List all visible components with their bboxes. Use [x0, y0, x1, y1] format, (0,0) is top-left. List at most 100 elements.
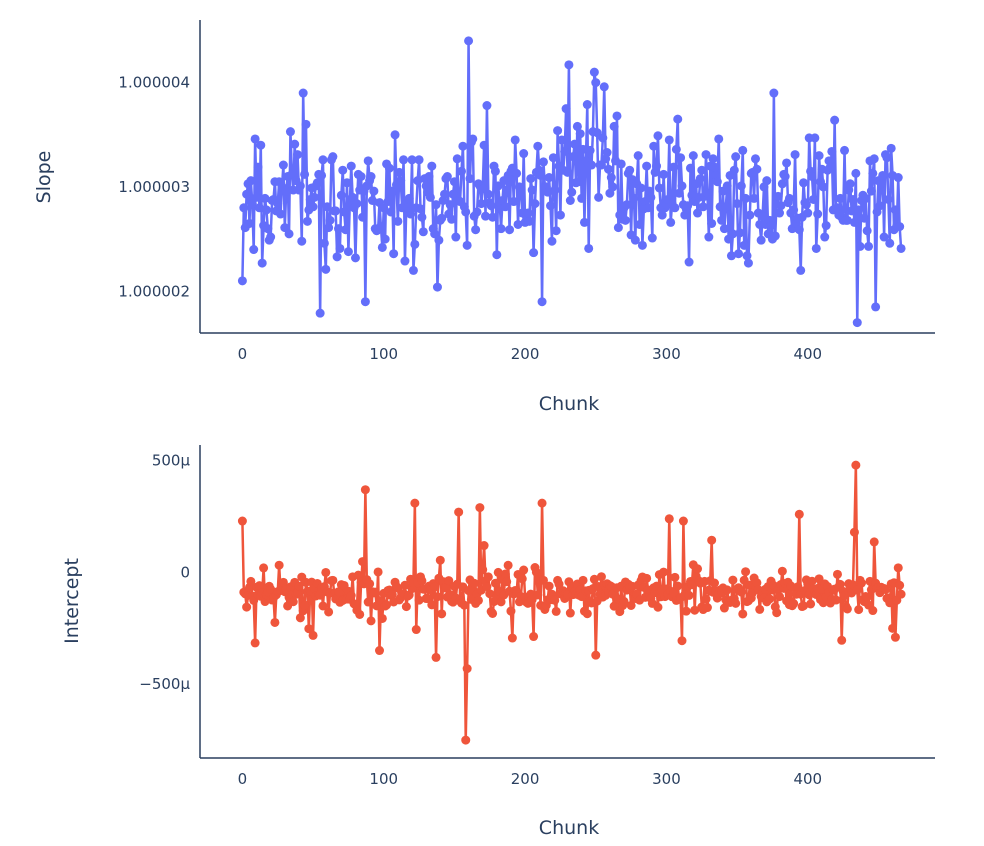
- slope-x-tick-label: 100: [369, 345, 398, 363]
- intercept-data-point: [589, 574, 599, 584]
- intercept-data-point: [673, 581, 683, 591]
- slope-data-point: [383, 197, 393, 207]
- slope-data-point: [608, 182, 618, 192]
- intercept-data-point: [401, 602, 411, 612]
- intercept-data-point: [304, 624, 314, 634]
- slope-data-point: [649, 141, 659, 151]
- slope-data-point: [523, 208, 533, 218]
- slope-data-point: [708, 154, 718, 164]
- slope-data-point: [861, 193, 871, 203]
- slope-data-point: [647, 233, 657, 243]
- slope-data-point: [343, 247, 353, 257]
- intercept-data-point: [537, 498, 547, 508]
- slope-data-point: [866, 186, 876, 196]
- intercept-data-point: [237, 516, 247, 526]
- slope-data-point: [297, 236, 307, 246]
- slope-data-point: [342, 178, 352, 188]
- intercept-data-point: [684, 590, 694, 600]
- intercept-data-point: [490, 578, 500, 588]
- slope-data-point: [377, 242, 387, 252]
- intercept-data-point: [493, 567, 503, 577]
- slope-data-point: [851, 168, 861, 178]
- intercept-data-point: [596, 572, 606, 582]
- slope-data-point: [257, 258, 267, 268]
- slope-data-point: [486, 201, 496, 211]
- intercept-data-point: [459, 600, 469, 610]
- slope-data-point: [731, 152, 741, 162]
- slope-data-point: [546, 201, 556, 211]
- intercept-data-point: [565, 608, 575, 618]
- intercept-data-point: [794, 509, 804, 519]
- slope-data-point: [527, 185, 537, 195]
- slope-data-point: [847, 206, 857, 216]
- slope-x-tick-label: 0: [238, 345, 248, 363]
- intercept-data-point: [363, 597, 373, 607]
- slope-x-tick-label: 400: [793, 345, 822, 363]
- intercept-data-point: [519, 565, 529, 575]
- slope-data-point: [849, 217, 859, 227]
- slope-data-point: [543, 187, 553, 197]
- intercept-data-point: [582, 609, 592, 619]
- slope-data-point: [547, 236, 557, 246]
- slope-data-point: [537, 297, 547, 307]
- slope-data-point: [417, 212, 427, 222]
- slope-data-point: [376, 222, 386, 232]
- slope-data-point: [352, 199, 362, 209]
- slope-data-point: [445, 200, 455, 210]
- intercept-data-point: [400, 580, 410, 590]
- intercept-data-point: [681, 606, 691, 616]
- slope-data-point: [328, 152, 338, 162]
- slope-data-point: [551, 226, 561, 236]
- slope-data-point: [254, 203, 264, 213]
- slope-data-point: [325, 215, 335, 225]
- slope-data-point: [434, 235, 444, 245]
- slope-data-point: [862, 226, 872, 236]
- slope-chart: 1.000002 1.000003 1.000004 0 100 200 300 400 S…: [33, 20, 935, 415]
- intercept-data-point: [849, 527, 859, 537]
- slope-data-point: [750, 154, 760, 164]
- slope-data-point: [637, 240, 647, 250]
- slope-data-point: [418, 227, 428, 237]
- slope-data-point: [878, 170, 888, 180]
- slope-x-axis-title: Chunk: [539, 393, 599, 415]
- intercept-data-point: [728, 575, 738, 585]
- slope-data-point: [871, 302, 881, 312]
- intercept-data-point: [626, 600, 636, 610]
- slope-data-point: [728, 229, 738, 239]
- intercept-data-point: [772, 608, 782, 618]
- slope-data-point: [301, 119, 311, 129]
- slope-data-point: [695, 174, 705, 184]
- slope-data-point: [295, 181, 305, 191]
- intercept-data-point: [538, 575, 548, 585]
- slope-data-point: [321, 264, 331, 274]
- intercept-x-tick-label: 100: [369, 770, 398, 788]
- slope-data-point: [635, 219, 645, 229]
- slope-data-point: [630, 235, 640, 245]
- slope-data-point: [519, 149, 529, 159]
- slope-data-point: [390, 130, 400, 140]
- intercept-data-point: [355, 609, 365, 619]
- slope-data-point: [526, 174, 536, 184]
- intercept-data-point: [731, 598, 741, 608]
- slope-data-point: [335, 243, 345, 253]
- slope-data-point: [496, 224, 506, 234]
- slope-data-point: [893, 173, 903, 183]
- slope-data-point: [677, 181, 687, 191]
- slope-data-point: [510, 135, 520, 145]
- slope-data-point: [752, 164, 762, 174]
- intercept-data-point: [852, 585, 862, 595]
- slope-data-point: [664, 135, 674, 145]
- intercept-x-tick-label: 200: [511, 770, 540, 788]
- intercept-data-point: [840, 591, 850, 601]
- slope-data-point: [811, 243, 821, 253]
- slope-data-point: [762, 176, 772, 186]
- intercept-data-point: [741, 567, 751, 577]
- slope-data-point: [242, 189, 252, 199]
- intercept-data-point: [752, 578, 762, 588]
- slope-data-point: [471, 225, 481, 235]
- intercept-chart: 500μ 0 −500μ 0 100 200 300 400 Intercept Chunk: [61, 445, 935, 839]
- intercept-data-point: [710, 578, 719, 588]
- slope-data-point: [462, 240, 472, 250]
- intercept-data-point: [315, 590, 325, 600]
- intercept-data-point: [506, 606, 516, 616]
